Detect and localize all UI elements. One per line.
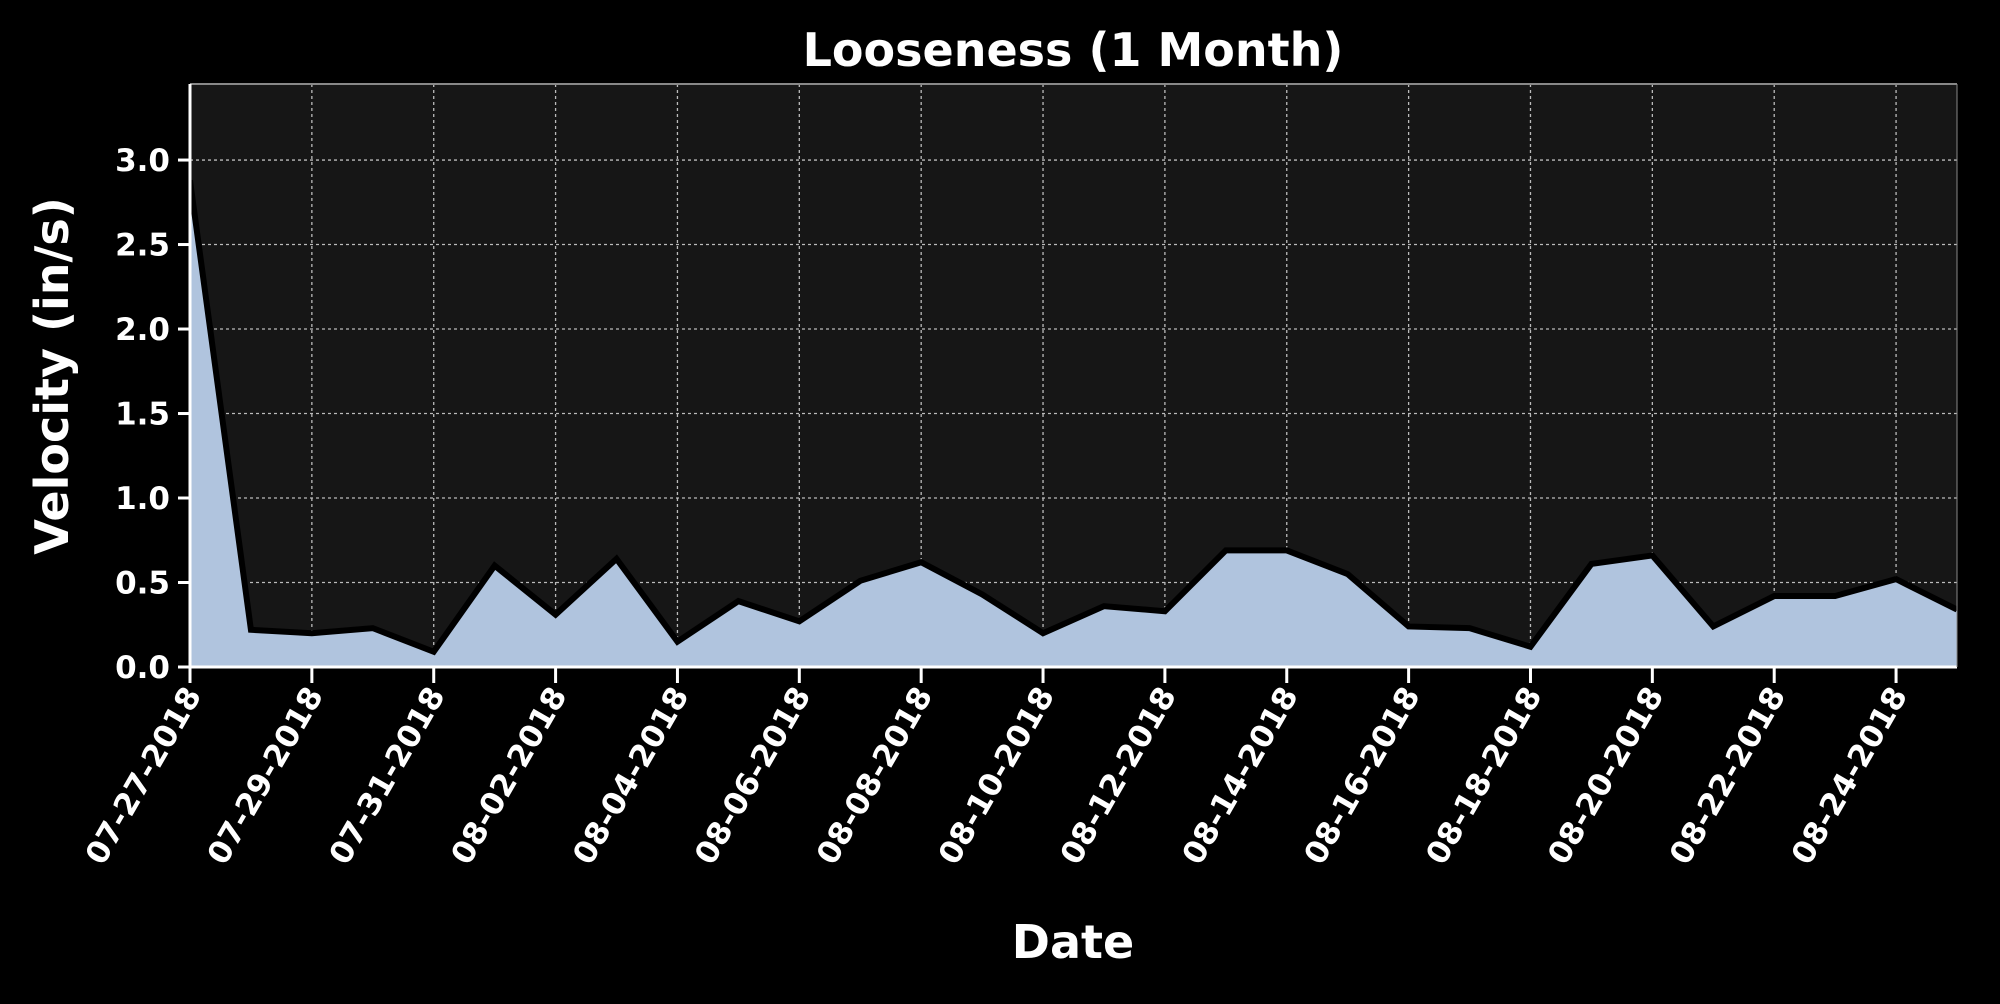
x-tick-label: 07-29-2018 <box>200 681 330 871</box>
x-tick-label: 08-06-2018 <box>688 681 818 871</box>
y-tick-label: 0.5 <box>115 566 170 602</box>
y-tick-label: 1.0 <box>115 481 170 517</box>
x-tick-label: 08-16-2018 <box>1297 681 1427 871</box>
x-tick-label: 08-18-2018 <box>1419 681 1549 871</box>
x-tick-label: 08-08-2018 <box>810 681 940 871</box>
y-tick-label: 1.5 <box>115 397 170 433</box>
y-axis-label: Velocity (in/s) <box>25 197 79 554</box>
chart-title: Looseness (1 Month) <box>803 23 1344 77</box>
x-tick-label: 08-22-2018 <box>1663 681 1793 871</box>
y-axis-ticks: 0.0 0.5 1.0 1.5 2.0 2.5 3.0 <box>115 143 190 686</box>
x-tick-label: 07-31-2018 <box>322 681 452 871</box>
x-tick-label: 08-14-2018 <box>1175 681 1305 871</box>
x-tick-label: 08-04-2018 <box>566 681 696 871</box>
x-axis-ticks: 07-27-201807-29-201807-31-201808-02-2018… <box>79 667 1915 871</box>
x-tick-label: 08-24-2018 <box>1785 681 1915 871</box>
y-tick-label: 2.0 <box>115 312 170 348</box>
plot-background <box>190 84 1957 667</box>
x-axis-label: Date <box>1012 915 1134 969</box>
y-tick-label: 2.5 <box>115 228 170 264</box>
x-tick-label: 08-20-2018 <box>1541 681 1671 871</box>
y-tick-label: 0.0 <box>115 650 170 686</box>
x-tick-label: 08-12-2018 <box>1053 681 1183 871</box>
x-tick-label: 08-02-2018 <box>444 681 574 871</box>
y-tick-label: 3.0 <box>115 143 170 179</box>
x-tick-label: 08-10-2018 <box>932 681 1062 871</box>
x-tick-label: 07-27-2018 <box>79 681 209 871</box>
